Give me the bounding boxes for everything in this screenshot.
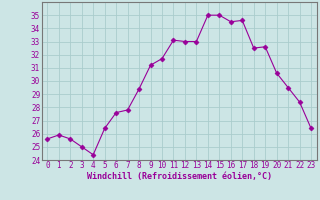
X-axis label: Windchill (Refroidissement éolien,°C): Windchill (Refroidissement éolien,°C) bbox=[87, 172, 272, 181]
